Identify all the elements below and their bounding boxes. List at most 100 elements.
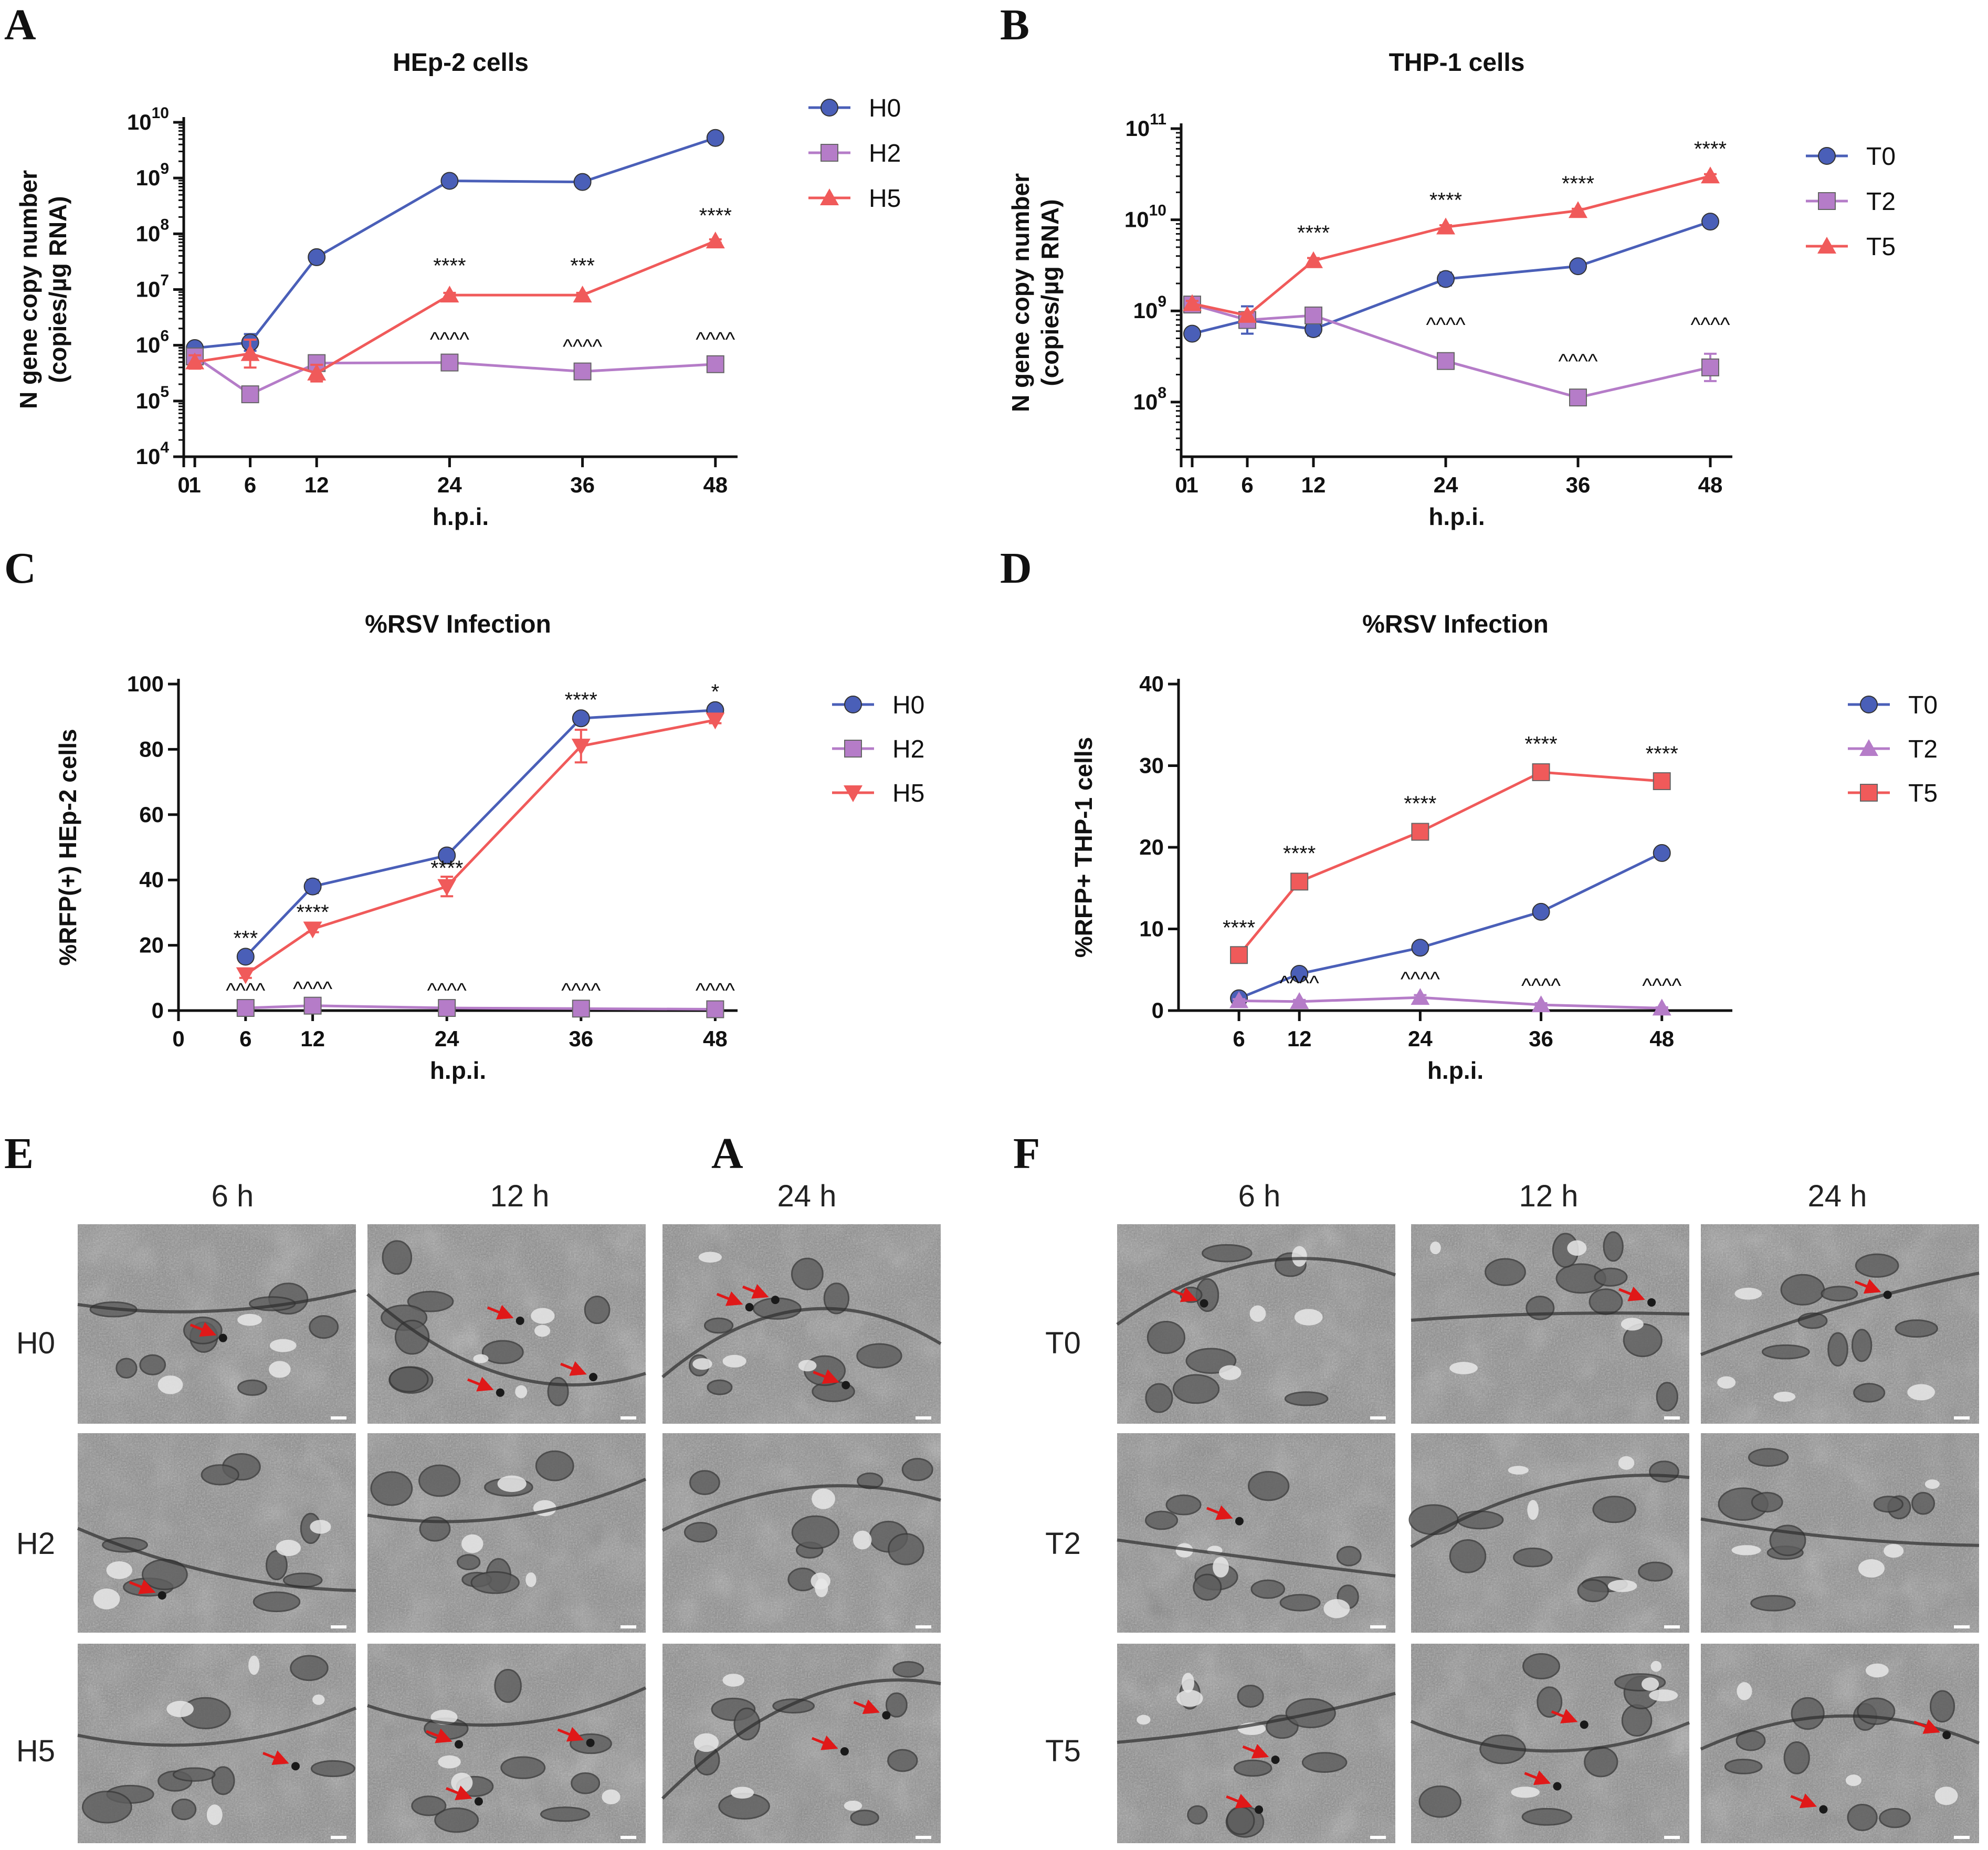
vacuole: [93, 1589, 120, 1610]
legend-label: T5: [1866, 233, 1896, 261]
organelle: [1604, 1232, 1623, 1261]
organelle: [1749, 1449, 1787, 1466]
significance-label: ****: [1429, 188, 1462, 212]
organelle: [1486, 1259, 1526, 1285]
x-tick-label: 6: [1241, 472, 1253, 497]
micrograph-tile: [1701, 1644, 1979, 1843]
organelle: [1450, 1540, 1485, 1573]
organelle: [1173, 1375, 1218, 1403]
panel-letter-a-secondary: A: [711, 1129, 743, 1178]
legend-marker: [1860, 696, 1877, 713]
data-point: [706, 232, 725, 248]
panel-letter-d: D: [1000, 544, 1032, 593]
vacuole: [1866, 1664, 1889, 1678]
legend-label: T0: [1908, 691, 1938, 719]
vacuole: [1527, 1500, 1539, 1520]
micrograph-tile: [1701, 1224, 1979, 1424]
significance-label: ****: [699, 204, 732, 227]
viral-particle: [745, 1303, 754, 1311]
micrograph-tile: [662, 1224, 941, 1424]
data-point: [1654, 773, 1670, 790]
vacuole: [473, 1354, 488, 1363]
organelle: [1285, 1392, 1328, 1405]
scale-bar: [331, 1416, 346, 1420]
x-tick-label: 0: [1175, 472, 1187, 497]
y-tick-label: 108: [1133, 384, 1166, 414]
organelle: [1880, 1809, 1910, 1827]
organelle: [585, 1296, 609, 1323]
vacuole: [276, 1540, 301, 1556]
vacuole: [1858, 1559, 1885, 1578]
vacuole: [1884, 1544, 1903, 1558]
viral-particle: [158, 1591, 166, 1600]
vacuole: [158, 1375, 183, 1394]
vacuole: [1907, 1384, 1935, 1400]
vacuole: [515, 1385, 527, 1399]
viral-particle: [586, 1739, 595, 1747]
organelle: [291, 1656, 328, 1680]
y-tick-exponent: 7: [160, 272, 169, 289]
micrograph-tile: [662, 1433, 941, 1633]
vacuole: [723, 1355, 746, 1368]
viral-particle: [1235, 1517, 1244, 1526]
data-point: [1701, 166, 1720, 183]
y-tick-base: 10: [136, 221, 161, 246]
viral-particle: [771, 1296, 780, 1304]
vacuole: [1250, 1306, 1266, 1322]
organelle: [1227, 1807, 1254, 1834]
organelle: [254, 1592, 300, 1611]
organelle: [548, 1378, 568, 1405]
y-tick-label: 30: [1139, 753, 1164, 778]
micrograph-tile: [1411, 1224, 1689, 1424]
organelle: [888, 1750, 917, 1771]
y-tick-label: 1010: [1124, 202, 1166, 232]
tile-shading: [1701, 1433, 1979, 1633]
data-point: [1533, 903, 1550, 920]
scale-bar: [331, 1836, 346, 1839]
micrograph-tile: [367, 1644, 646, 1843]
organelle: [1858, 1698, 1895, 1724]
y-tick-exponent: 4: [160, 439, 169, 456]
y-tick-exponent: 5: [160, 383, 169, 401]
vacuole: [498, 1476, 527, 1492]
organelle: [1784, 1742, 1809, 1774]
organelle: [172, 1800, 196, 1820]
vacuole: [107, 1561, 132, 1579]
row-label-t2: T2: [1045, 1527, 1081, 1561]
vacuole: [1621, 1318, 1644, 1330]
viral-particle: [1942, 1731, 1951, 1739]
x-tick-label: 48: [703, 1026, 728, 1051]
significance-label: ^^^^: [1558, 350, 1597, 373]
organelle: [1590, 1289, 1622, 1315]
x-tick-label: 36: [569, 1026, 593, 1051]
micrograph-tile: [367, 1433, 646, 1633]
y-axis-label-line: %RFP(+) HEp-2 cells: [54, 729, 81, 965]
chart-c: %RSV Infection 0 20 40 60 80 100 0 6 12 24 36 48 h.p.…: [54, 611, 924, 1084]
scale-bar: [620, 1625, 636, 1628]
significance-label: ****: [296, 901, 329, 924]
y-axis-label: N gene copy number(copies/µg RNA): [15, 170, 71, 409]
vacuole: [798, 1360, 817, 1371]
organelle: [889, 1534, 924, 1564]
viral-particle: [842, 1381, 850, 1390]
y-axis-label: %RFP+ THP-1 cells: [1070, 737, 1097, 958]
y-tick-label: 20: [139, 933, 164, 958]
data-point: [303, 922, 322, 939]
data-point: [573, 710, 590, 727]
x-tick-label: 24: [1408, 1026, 1433, 1051]
panel-letter-e: E: [4, 1129, 34, 1178]
legend-label: H5: [869, 185, 901, 213]
y-tick-label: 40: [139, 867, 164, 892]
viral-particle: [516, 1317, 524, 1325]
significance-label: ****: [1404, 792, 1436, 815]
legend-label: H2: [892, 735, 924, 763]
organelle: [173, 1768, 215, 1781]
y-axis-label-line: %RFP+ THP-1 cells: [1070, 737, 1097, 958]
vacuole: [1182, 1673, 1194, 1693]
tile-shading: [367, 1433, 646, 1633]
organelle: [1202, 1245, 1251, 1262]
x-tick-label: 0: [172, 1026, 184, 1051]
x-tick-label: 12: [1301, 472, 1326, 497]
vacuole: [534, 1325, 550, 1337]
organelle: [1249, 1471, 1289, 1500]
